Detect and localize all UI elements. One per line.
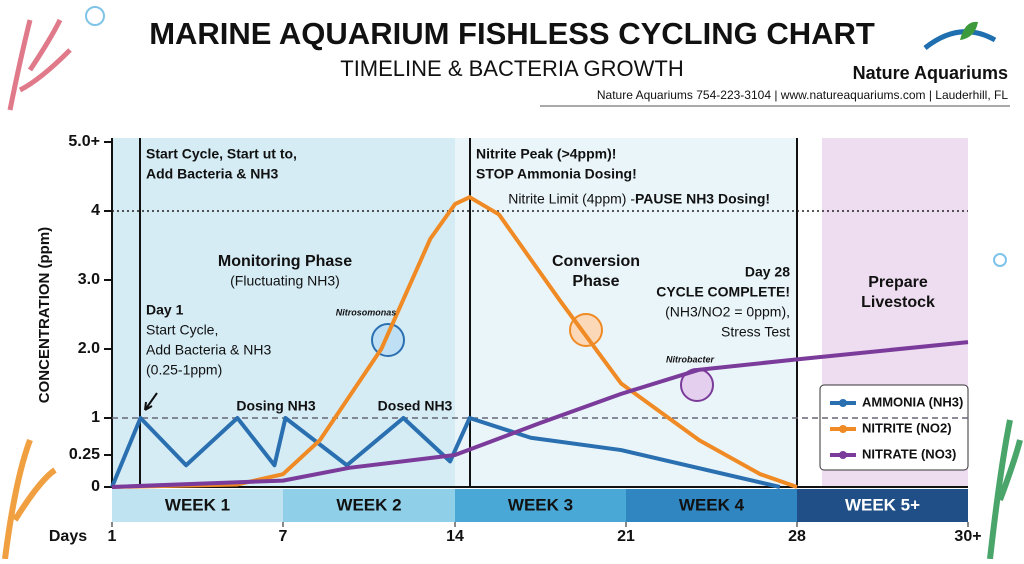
y-tick-label: 1: [91, 409, 100, 426]
x-tick-label: 1: [108, 528, 117, 545]
annotation: Nitrite Peak (>4ppm)!: [476, 146, 616, 162]
week-band: [455, 489, 626, 522]
y-tick-label: 0.25: [69, 446, 100, 463]
legend-dot: [839, 451, 847, 459]
y-tick-label: 2.0: [78, 340, 100, 357]
logo: [923, 21, 997, 50]
title: MARINE AQUARIUM FISHLESS CYCLING CHART: [149, 16, 875, 51]
legend-label: AMMONIA (NH3): [862, 394, 963, 409]
annotation-arrow: [144, 392, 158, 411]
week-label: WEEK 1: [165, 495, 230, 514]
week-band: [797, 489, 968, 522]
y-tick-label: 4: [91, 202, 100, 219]
legend-label: NITRATE (NO3): [862, 446, 956, 461]
annotation: Nitrobacter: [666, 354, 715, 364]
y-tick-label: 0: [91, 478, 100, 495]
x-tick-label: 28: [788, 528, 806, 545]
series-line: [111, 340, 969, 489]
annotation: Dosing NH3: [236, 398, 316, 414]
y-tick-label: 5.0+: [68, 133, 100, 150]
series-line: [111, 195, 798, 489]
x-axis-label: Days: [49, 528, 87, 545]
week-band: [283, 489, 455, 522]
annotation: Start Cycle,: [146, 322, 218, 338]
annotation: CYCLE COMPLETE!: [656, 284, 790, 300]
y-axis-label: CONCENTRATION (ppm): [36, 227, 53, 403]
x-tick-label: 7: [279, 528, 288, 545]
week-label: WEEK 5+: [845, 495, 920, 514]
contact: Nature Aquariums 754-223-3104 | www.natu…: [597, 88, 1008, 102]
week-band: [626, 489, 797, 522]
x-tick-label: 14: [446, 528, 464, 545]
y-tick-label: 3.0: [78, 271, 100, 288]
annotation: (NH3/NO2 = 0ppm),: [665, 304, 790, 320]
x-tick-label: 21: [617, 528, 635, 545]
week-label: WEEK 4: [679, 495, 745, 514]
annotation: Stress Test: [721, 324, 790, 340]
x-tick-label: 30+: [954, 528, 981, 545]
annotation: Phase: [572, 273, 619, 290]
decor-corals: [2, 6, 1023, 560]
annotation: Start Cycle, Start ut to,: [146, 146, 297, 162]
annotation: Day 1: [146, 302, 184, 318]
week-label: WEEK 3: [508, 495, 573, 514]
legend-dot: [839, 399, 847, 407]
annotation: PAUSE NH3 Dosing!: [635, 191, 770, 207]
week-band: [112, 489, 283, 522]
annotation: Add Bacteria & NH3: [146, 342, 271, 358]
series-line: [110, 416, 781, 489]
annotation: Day 28: [745, 264, 790, 280]
subtitle: TIMELINE & BACTERIA GROWTH: [340, 56, 683, 81]
annotation: Nitrite Limit (4ppm) -: [508, 191, 635, 207]
annotation: (0.25-1ppm): [146, 362, 222, 378]
annotation: Livestock: [861, 294, 935, 311]
legend-box: [819, 384, 969, 471]
annotation: STOP Ammonia Dosing!: [476, 166, 637, 182]
week-label: WEEK 2: [336, 495, 401, 514]
annotation: Monitoring Phase: [218, 253, 352, 270]
annotation: Conversion: [552, 253, 640, 270]
annotation: (Fluctuating NH3): [230, 273, 340, 289]
conversion-phase-bg: [455, 138, 797, 487]
annotation: Nitrosomonas: [336, 307, 397, 317]
legend-dot: [839, 425, 847, 433]
annotation: Add Bacteria & NH3: [146, 166, 278, 182]
brand: Nature Aquariums: [853, 63, 1008, 83]
annotation: Prepare: [868, 274, 928, 291]
legend-label: NITRITE (NO2): [862, 420, 952, 435]
annotation: Dosed NH3: [378, 398, 453, 414]
